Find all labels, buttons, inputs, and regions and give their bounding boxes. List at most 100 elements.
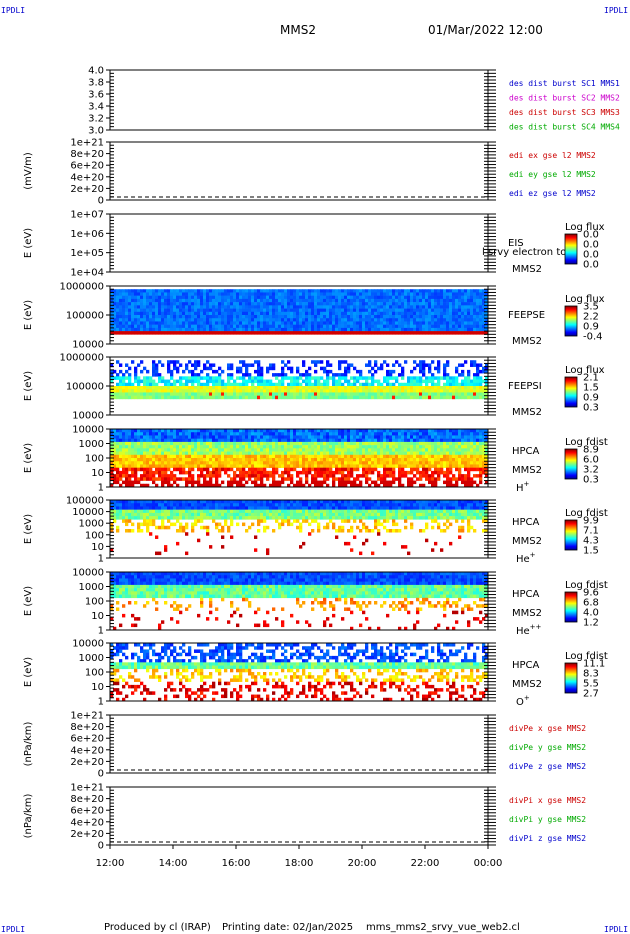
hpca-hepp-species-charge: ++ xyxy=(530,623,542,631)
hpca-o-ytick-label: 1000 xyxy=(79,653,104,664)
feepse-colorbar-tick: 0.9 xyxy=(583,322,599,333)
panel-feepse: 1000000 100000 10000 E (eV) FEEPSE MMS2 Log fl… xyxy=(23,282,605,351)
hpca-he-species-label: He+ xyxy=(516,551,536,565)
edi-ytick-label: 1e+21 xyxy=(70,138,104,149)
feepse-colorbar xyxy=(564,305,578,337)
hpca-he-colorbar-tick: 1.5 xyxy=(583,546,599,557)
divpi-legend-entry: divPi z gse MMS2 xyxy=(509,834,586,843)
edi-ytick-label: 6e+20 xyxy=(70,161,104,172)
divpe-ytick-label: 1e+21 xyxy=(70,711,104,722)
divpi-ytick-label: 8e+20 xyxy=(70,794,104,805)
x-tick-label: 16:00 xyxy=(222,858,251,869)
panel-hpca-hepp: 10000 1000 100 10 1 E (eV) HPCA MMS2 He++ Log fdi… xyxy=(23,568,608,638)
hpca-o-colorbar-tick: 8.3 xyxy=(583,669,599,680)
feepsi-colorbar-tick: 1.5 xyxy=(583,383,599,394)
hpca-h-instrument-label: MMS2 xyxy=(512,465,542,476)
x-tick-label: 14:00 xyxy=(159,858,188,869)
hpca-hepp-colorbar xyxy=(564,591,578,623)
hpca-he-ylabel: E (eV) xyxy=(23,514,34,544)
hpca-h-colorbar-tick: 0.3 xyxy=(583,475,599,486)
hpca-o-ytick-label: 10 xyxy=(91,682,104,693)
divpe-ytick-label: 2e+20 xyxy=(70,757,104,768)
hpca-he-ytick-label: 1 xyxy=(98,554,104,565)
feepse-ytick-label: 100000 xyxy=(66,311,104,322)
filename: mms_mms2_srvy_vue_web2.cl xyxy=(366,922,520,933)
des-dist-ytick-label: 4.0 xyxy=(88,66,104,77)
hpca-h-ytick-label: 1000 xyxy=(79,439,104,450)
hpca-hepp-instrument-label: HPCA xyxy=(512,589,540,600)
hpca-h-colorbar-tick: 3.2 xyxy=(583,465,599,476)
divpi-ytick-label: 2e+20 xyxy=(70,829,104,840)
hpca-he-ytick-label: 100000 xyxy=(66,496,104,507)
hpca-hepp-instrument-label: MMS2 xyxy=(512,608,542,619)
hpca-hepp-minor-ticks xyxy=(110,571,496,631)
divpe-legend-entry: divPe z gse MMS2 xyxy=(509,762,586,771)
hpca-h-colorbar-tick: 8.9 xyxy=(583,445,599,456)
edi-ytick-label: 4e+20 xyxy=(70,172,104,183)
panel-des-dist: 4.03.83.63.43.23.0 des dist burst SC1 MMS… xyxy=(88,66,620,137)
feepsi-colorbar-title: Log flux xyxy=(565,365,605,376)
feepse-colorbar-title: Log flux xyxy=(565,294,605,305)
eis-overlay-label: l srvy electron to xyxy=(482,247,566,258)
hpca-he-minor-ticks xyxy=(110,499,496,559)
eis-colorbar-tick: 0.0 xyxy=(583,230,599,241)
edi-legend-entry: edi ey gse l2 MMS2 xyxy=(509,170,596,179)
hpca-h-colorbar-title: Log fdist xyxy=(565,437,608,448)
hpca-he-species-charge: + xyxy=(530,551,536,559)
x-tick-label: 18:00 xyxy=(285,858,314,869)
eis-colorbar xyxy=(564,233,578,265)
divpe-legend-entry: divPe y gse MMS2 xyxy=(509,743,586,752)
hpca-hepp-colorbar-tick: 1.2 xyxy=(583,618,599,629)
hpca-h-minor-ticks xyxy=(110,428,496,488)
mission-title: MMS2 xyxy=(280,23,316,37)
hpca-o-ylabel: E (eV) xyxy=(23,657,34,687)
divpe-ylabel: (nPa/km) xyxy=(23,722,34,767)
panel-eis: 1e+07 1e+06 1e+05 1e+04 E (eV) EIS MMS2 l srvy … xyxy=(23,210,605,279)
des-dist-ytick-label: 3.0 xyxy=(88,126,104,137)
hpca-o-species-label: O+ xyxy=(516,694,530,708)
hpca-o-colorbar-tick: 5.5 xyxy=(583,679,599,690)
hpca-o-ytick-label: 100 xyxy=(85,668,104,679)
x-tick-label: 22:00 xyxy=(411,858,440,869)
printing-date: Printing date: 02/Jan/2025 xyxy=(222,922,353,933)
hpca-he-ytick-label: 10 xyxy=(91,542,104,553)
hpca-he-colorbar xyxy=(564,519,578,551)
feepse-colorbar-tick: 3.5 xyxy=(583,302,599,313)
hpca-hepp-ylabel: E (eV) xyxy=(23,586,34,616)
divpi-ylabel: (nPa/km) xyxy=(23,794,34,839)
divpe-frame xyxy=(109,714,489,774)
corner-label-top-left: IPDLI xyxy=(1,6,25,15)
divpe-ytick-label: 6e+20 xyxy=(70,734,104,745)
hpca-hepp-ytick-label: 10 xyxy=(91,611,104,622)
feepse-instrument-label: FEEPSE xyxy=(508,310,545,321)
hpca-h-instrument-label: HPCA xyxy=(512,446,540,457)
hpca-he-ytick-label: 100 xyxy=(85,530,104,541)
edi-legend-entry: edi ex gse l2 MMS2 xyxy=(509,151,596,160)
eis-instrument-label: EIS xyxy=(508,238,524,249)
hpca-hepp-colorbar-tick: 6.8 xyxy=(583,598,599,609)
edi-ytick-label: 2e+20 xyxy=(70,184,104,195)
eis-colorbar-tick: 0.0 xyxy=(583,260,599,271)
x-tick-label: 00:00 xyxy=(474,858,503,869)
corner-label-bottom-right: IPDLI xyxy=(604,925,628,934)
feepsi-colorbar-tick: 0.3 xyxy=(583,403,599,414)
hpca-he-colorbar-tick: 9.9 xyxy=(583,516,599,527)
produced-by: Produced by cl (IRAP) xyxy=(104,922,211,933)
eis-frame xyxy=(109,213,489,273)
hpca-h-colorbar xyxy=(564,448,578,480)
hpca-o-colorbar-tick: 2.7 xyxy=(583,689,599,700)
feepsi-colorbar xyxy=(564,376,578,408)
edi-legend-entry: edi ez gse l2 MMS2 xyxy=(509,189,596,198)
divpi-legend-entry: divPi y gse MMS2 xyxy=(509,815,586,824)
corner-label-bottom-left: IPDLI xyxy=(1,925,25,934)
hpca-he-instrument-label: MMS2 xyxy=(512,536,542,547)
hpca-hepp-ytick-label: 100 xyxy=(85,597,104,608)
hpca-o-instrument-label: HPCA xyxy=(512,660,540,671)
hpca-h-ytick-label: 10000 xyxy=(72,425,104,436)
hpca-h-ytick-label: 1 xyxy=(98,483,104,494)
hpca-o-instrument-label: MMS2 xyxy=(512,679,542,690)
hpca-h-ytick-label: 10 xyxy=(91,468,104,479)
